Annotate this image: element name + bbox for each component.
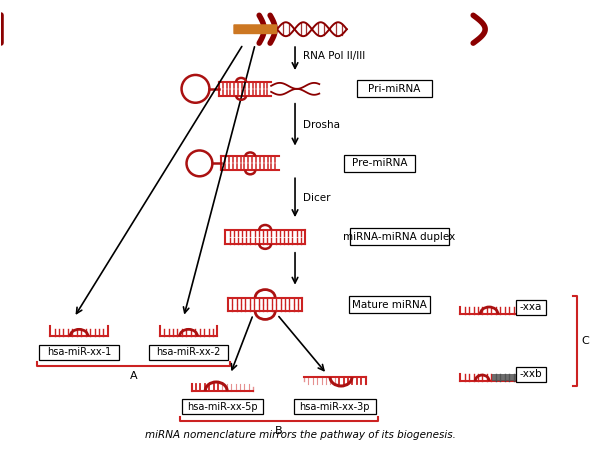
Text: hsa-miR-xx-2: hsa-miR-xx-2 [157,347,221,357]
Bar [492,374,518,381]
Text: -xxb: -xxb [520,369,542,379]
Text: hsa-miR-xx-5p: hsa-miR-xx-5p [187,402,257,412]
Text: B: B [275,426,283,436]
Bar [294,400,376,414]
FancyBboxPatch shape [233,24,277,34]
Bar [516,300,546,315]
Bar [357,80,432,97]
Text: C: C [581,336,589,346]
Bar [182,400,263,414]
Bar [516,367,546,382]
Bar [149,345,229,360]
Bar [350,229,449,245]
Text: miRNA-miRNA duplex: miRNA-miRNA duplex [343,232,455,242]
Text: Pre-miRNA: Pre-miRNA [352,158,407,168]
Text: Mature miRNA: Mature miRNA [352,299,427,309]
Bar [349,296,430,313]
Text: hsa-miR-xx-3p: hsa-miR-xx-3p [299,402,370,412]
Bar [39,345,119,360]
Text: miRNA nomenclature mirrors the pathway of its biogenesis.: miRNA nomenclature mirrors the pathway o… [145,430,455,440]
Text: A: A [130,371,137,381]
Text: Drosha: Drosha [303,119,340,130]
Text: -xxa: -xxa [520,303,542,313]
Bar [344,155,415,172]
Text: Dicer: Dicer [303,193,331,202]
Text: RNA Pol II/III: RNA Pol II/III [303,51,365,61]
Text: Pri-miRNA: Pri-miRNA [368,84,421,94]
Text: hsa-miR-xx-1: hsa-miR-xx-1 [47,347,111,357]
